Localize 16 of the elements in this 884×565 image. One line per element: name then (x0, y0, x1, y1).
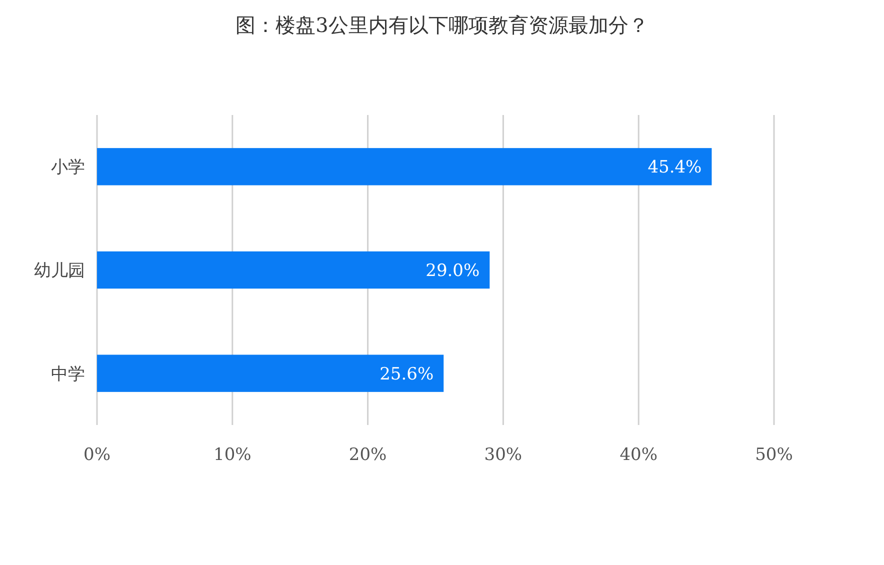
bar (97, 251, 490, 289)
x-tick-label: 10% (214, 445, 252, 465)
x-tick-label: 30% (484, 445, 522, 465)
y-tick-label: 幼儿园 (34, 261, 85, 281)
data-label: 45.4% (648, 158, 702, 178)
bar (97, 354, 444, 392)
data-label: 29.0% (426, 261, 480, 281)
bar (97, 148, 712, 186)
x-tick-label: 40% (620, 445, 658, 465)
y-tick-label: 中学 (51, 364, 85, 384)
chart-title: 图：楼盘3公里内有以下哪项教育资源最加分？ (236, 13, 648, 37)
data-label: 25.6% (380, 364, 434, 384)
x-tick-label: 20% (348, 445, 387, 465)
y-tick-label: 小学 (51, 158, 85, 178)
x-tick-label: 0% (84, 445, 110, 465)
x-tick-label: 50% (755, 445, 793, 465)
